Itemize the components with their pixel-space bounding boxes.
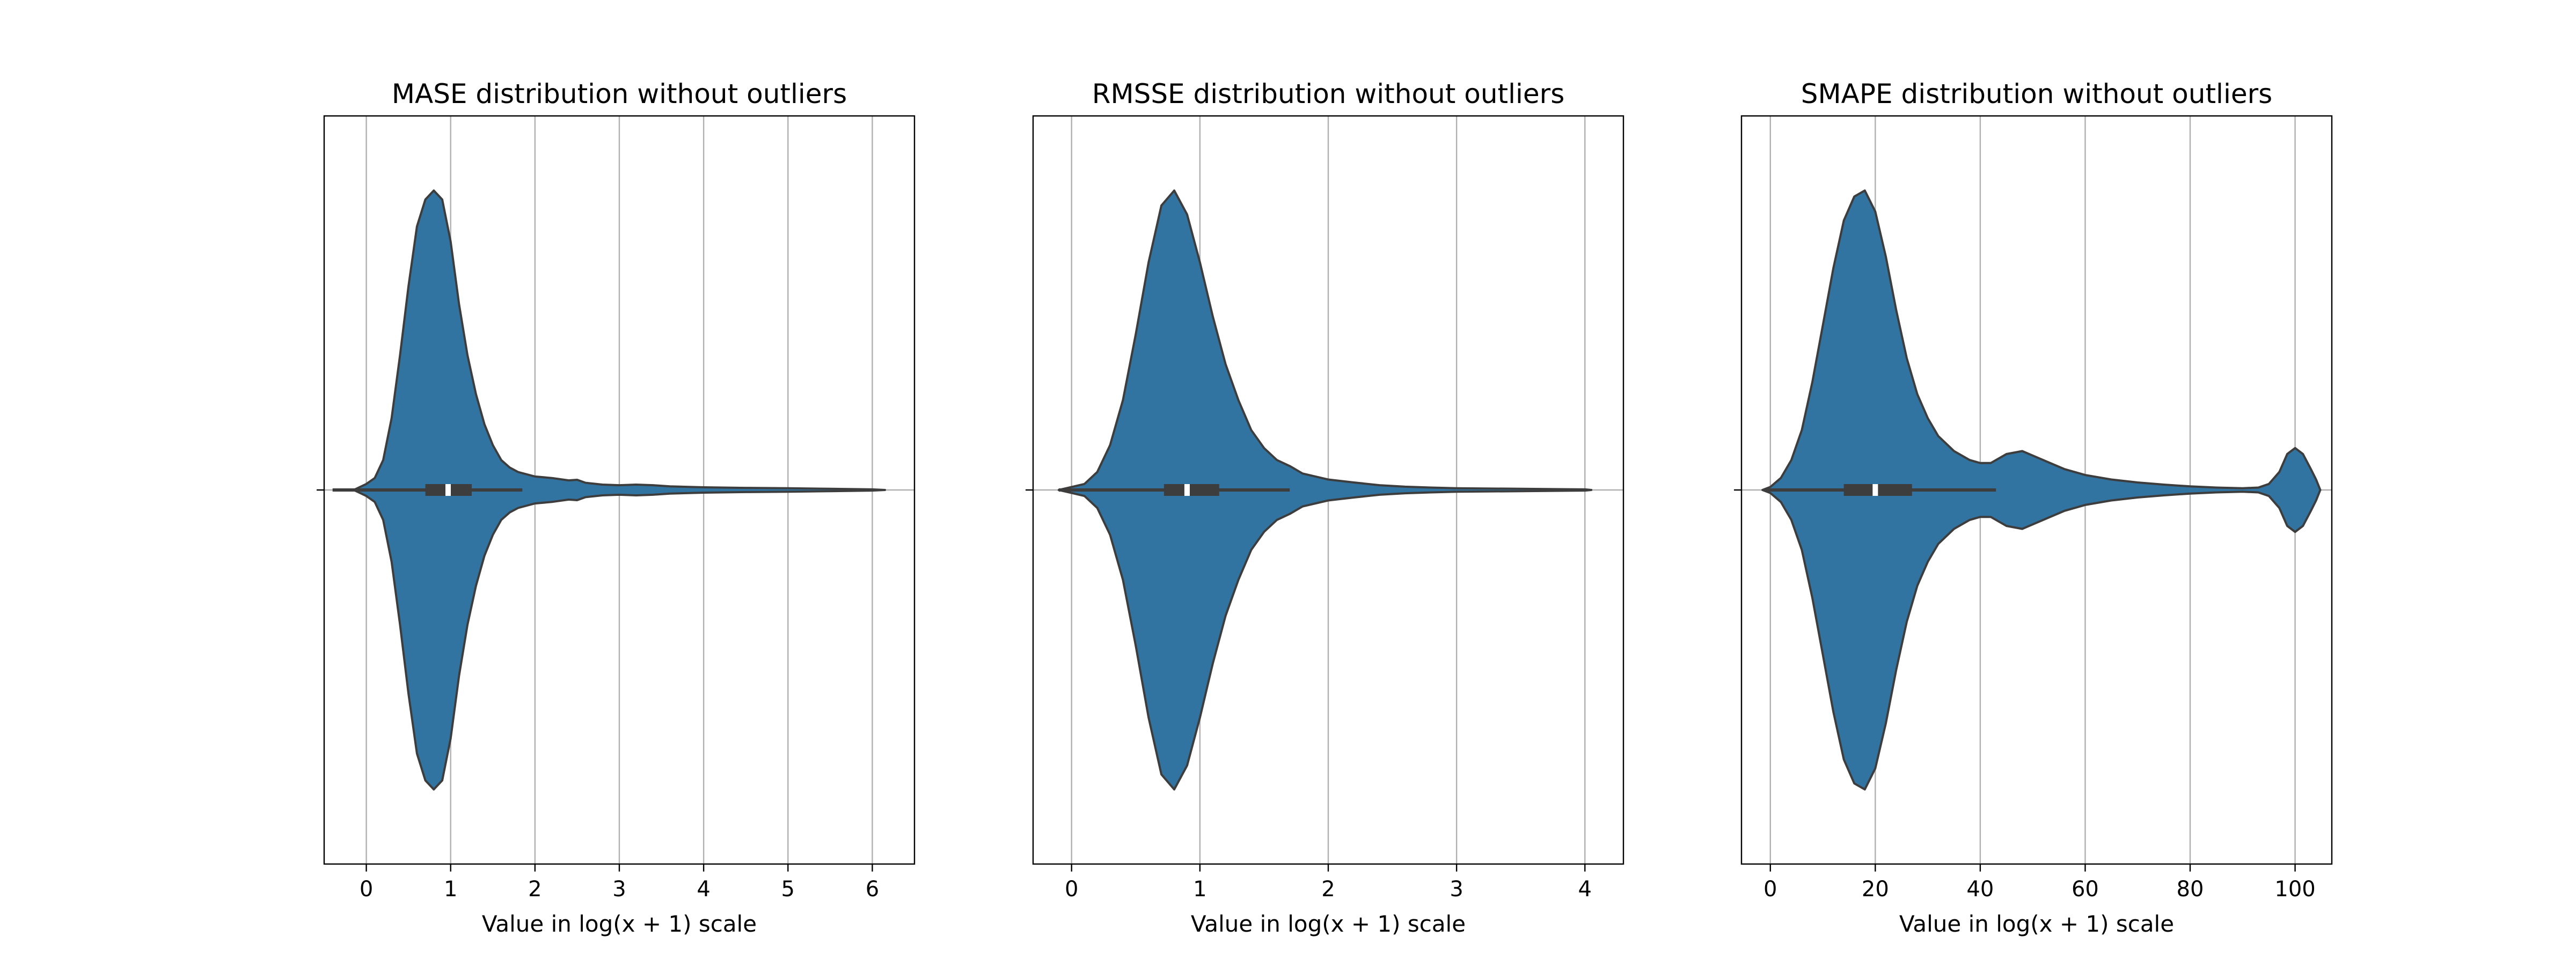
x-tick-label: 0: [1763, 877, 1777, 902]
x-tick-label: 0: [1065, 877, 1078, 902]
smape-violin-panel: 0 20 40 60 80 100 SMAPE distribution without o…: [1734, 78, 2333, 937]
x-axis-label: Value in log(x + 1) scale: [1191, 911, 1466, 937]
violin-median-marker: [445, 484, 451, 496]
violin-body: [1057, 189, 1593, 791]
violin-body: [353, 189, 886, 791]
chart-title: SMAPE distribution without outliers: [1801, 78, 2272, 109]
x-axis-label: Value in log(x + 1) scale: [482, 911, 757, 937]
x-tick-label: 2: [528, 877, 541, 902]
x-tick-label: 3: [1450, 877, 1463, 902]
x-tick-label: 1: [444, 877, 457, 902]
rmsse-violin-panel: 0 1 2 3 4 RMSSE distribution without outliers…: [1026, 78, 1624, 937]
x-axis-label: Value in log(x + 1) scale: [1899, 911, 2174, 937]
x-tick-label: 60: [2072, 877, 2099, 902]
x-tick-label: 2: [1321, 877, 1335, 902]
x-tick-label: 4: [697, 877, 710, 902]
violin-median-marker: [1872, 484, 1878, 496]
x-tick-label: 20: [1862, 877, 1889, 902]
violin-body: [1761, 189, 2322, 791]
x-tick-label: 4: [1578, 877, 1592, 902]
x-tick-label: 80: [2177, 877, 2204, 902]
x-tick-label: 1: [1193, 877, 1206, 902]
violin-median-marker: [1184, 484, 1190, 496]
x-tick-label: 5: [781, 877, 795, 902]
x-tick-label: 40: [1966, 877, 1994, 902]
x-tick-label: 0: [360, 877, 373, 902]
violin-iqr-box: [1163, 484, 1219, 496]
mase-violin-panel: 0 1 2 3 4 5 6 MASE distribution without outlier…: [317, 78, 916, 937]
x-tick-label: 100: [2274, 877, 2315, 902]
x-tick-label: 6: [866, 877, 879, 902]
x-tick-label: 3: [612, 877, 626, 902]
chart-title: MASE distribution without outliers: [392, 78, 847, 109]
chart-title: RMSSE distribution without outliers: [1092, 78, 1565, 109]
